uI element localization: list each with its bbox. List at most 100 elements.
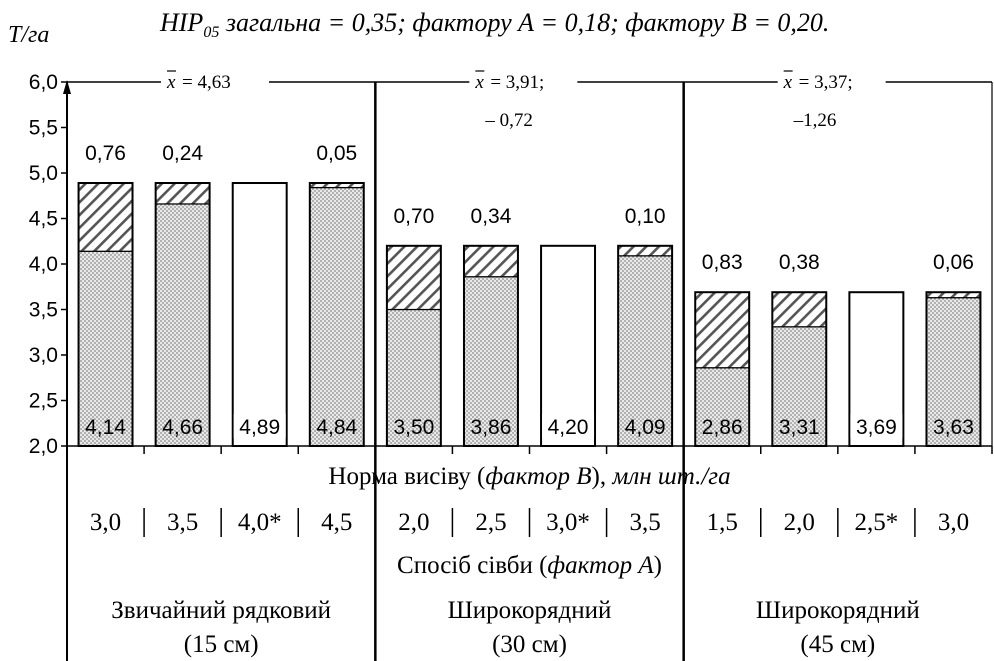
bar-difference-label: 0,38: [779, 251, 820, 274]
group-name-line1: Широкорядний: [448, 597, 612, 624]
chart-title: НІР05 загальна = 0,35; фактору А = 0,18;…: [159, 8, 829, 41]
bar-difference: [77, 182, 134, 252]
bar-base-label: 4,66: [162, 416, 203, 439]
group-mean-bg: [469, 66, 578, 130]
seeding-rate-label: 2,0: [398, 509, 429, 536]
bar-base-label-text: 4,89: [239, 416, 280, 439]
bar-base-label: 2,86: [702, 416, 743, 439]
seeding-rate-label: 3,5: [630, 509, 661, 536]
bar-difference: [463, 245, 519, 278]
y-tick-label: 3,5: [29, 299, 58, 322]
y-tick-label: 3,0: [29, 344, 58, 367]
bar-base-label-text: 4,09: [625, 416, 666, 439]
group-mean-label: = 3,37;: [799, 72, 853, 93]
y-tick-label: 5,5: [29, 117, 58, 140]
y-tick-label: 5,0: [29, 162, 58, 185]
bar-base-label-text: 4,66: [162, 416, 203, 439]
bar-base-label: 3,31: [779, 416, 820, 439]
bar-base: [771, 326, 827, 447]
bar-base: [155, 203, 211, 447]
bar-base-label: 3,86: [471, 416, 512, 439]
seeding-rate-label: 3,0: [938, 509, 969, 536]
bar-difference: [771, 291, 827, 328]
seeding-rate-label: 2,0: [784, 509, 815, 536]
bar-base: [386, 308, 442, 447]
bar-difference-label: 0,10: [625, 205, 666, 228]
bar-base-label-text: 3,63: [933, 416, 974, 439]
category-table: 3,0 3,5 4,0* 4,5 Звичайний рядковий (15 см) 2,…: [90, 463, 969, 658]
seeding-rate-label: 1,5: [707, 509, 738, 536]
group-mean-diff: – 0,72: [484, 110, 533, 131]
x-axis-title-factor-a: Спосіб сівби (фактор А): [397, 552, 662, 579]
seeding-rate-label: 2,5: [475, 509, 506, 536]
bar-base-label-bg: [542, 414, 595, 438]
bar-base-label-text: 4,14: [85, 416, 126, 439]
bar-base-label: 4,89: [233, 414, 286, 439]
bar-difference-label: 0,06: [933, 251, 974, 274]
group-name-line2: (30 см): [492, 631, 567, 658]
factor-b-unit: млн шт./га: [611, 463, 730, 490]
bar-difference-label: 0,76: [85, 142, 126, 165]
factor-a-name: фактор А: [547, 552, 654, 579]
bar-base-label: 4,84: [316, 416, 357, 439]
group-mean-box: x = 4,63: [161, 66, 269, 96]
seeding-rate-label: 2,5*: [855, 509, 899, 536]
seeding-rate-label: 3,5: [167, 509, 198, 536]
bar-base: [925, 297, 982, 447]
group-name-line2: (45 см): [800, 631, 875, 658]
group-mean-label: = 4,63: [182, 72, 231, 93]
bar-difference: [694, 291, 750, 369]
mean-symbol: x: [783, 72, 793, 93]
bar-base-label-text: 2,86: [702, 416, 743, 439]
bars: [77, 182, 982, 447]
y-tick-label: 4,5: [29, 208, 58, 231]
factor-b-name: фактор В: [485, 463, 591, 490]
bar-base: [309, 186, 365, 447]
bar-difference: [386, 245, 442, 311]
group-mean-diff: –1,26: [793, 110, 837, 131]
bar-base-label-bg: [850, 414, 903, 438]
bar-base-label-bg: [233, 414, 286, 438]
bar-control: [231, 182, 288, 447]
bar-base-label-text: 3,50: [393, 416, 434, 439]
group-mean-bg: [161, 66, 269, 96]
bar-difference-label: 0,70: [393, 205, 434, 228]
x-axis-title-factor-b: Норма висіву (фактор В), млн шт./га: [328, 463, 730, 490]
mean-symbol: x: [474, 72, 484, 93]
group-name-line2: (15 см): [184, 631, 259, 658]
group-mean-label: = 3,91;: [490, 72, 544, 93]
bar-base-label: 4,09: [625, 416, 666, 439]
bar-difference: [617, 245, 673, 257]
bar-control: [540, 244, 597, 447]
bar-base-label: 3,69: [850, 414, 903, 439]
bar-base-label: 3,63: [933, 416, 974, 439]
factor-a-suffix: ): [654, 552, 662, 579]
seeding-rate-label: 3,0: [90, 509, 121, 536]
y-axis-unit: Т/га: [8, 22, 49, 48]
bar-difference-label: 0,83: [702, 251, 743, 274]
group-mean-box: x = 3,37; –1,26: [777, 66, 886, 131]
factor-b-suffix: ),: [592, 463, 613, 490]
bar-base-label: 3,50: [393, 416, 434, 439]
bar-base-label-text: 3,69: [856, 416, 897, 439]
group-name-line1: Звичайний рядковий: [111, 597, 331, 624]
bar-base-label-text: 4,84: [316, 416, 357, 439]
bar-base-label-text: 4,20: [548, 416, 589, 439]
bar-base-label-text: 3,31: [779, 416, 820, 439]
y-tick-label: 2,0: [29, 435, 58, 458]
chart-title-rest: загальна = 0,35; фактору А = 0,18; факто…: [219, 8, 829, 37]
y-tick-label: 4,0: [29, 253, 58, 276]
y-tick-label: 6,0: [29, 71, 58, 94]
factor-b-prefix: Норма висіву (: [328, 463, 485, 490]
bar-base-label: 4,14: [85, 416, 126, 439]
bar-base-label: 4,20: [542, 414, 595, 439]
chart-title-sub: 05: [203, 24, 219, 41]
mean-symbol: x: [166, 72, 176, 93]
group-name-line1: Широкорядний: [756, 597, 920, 624]
seeding-rate-label: 4,0*: [238, 509, 282, 536]
group-mean-bg: [777, 66, 886, 130]
axes: 2,0 2,5 3,0 3,5 4,0 4,5 5,0 5,5 6,0: [29, 71, 993, 661]
chart-title-main: НІР: [159, 8, 203, 37]
seeding-rate-label: 3,0*: [546, 509, 590, 536]
